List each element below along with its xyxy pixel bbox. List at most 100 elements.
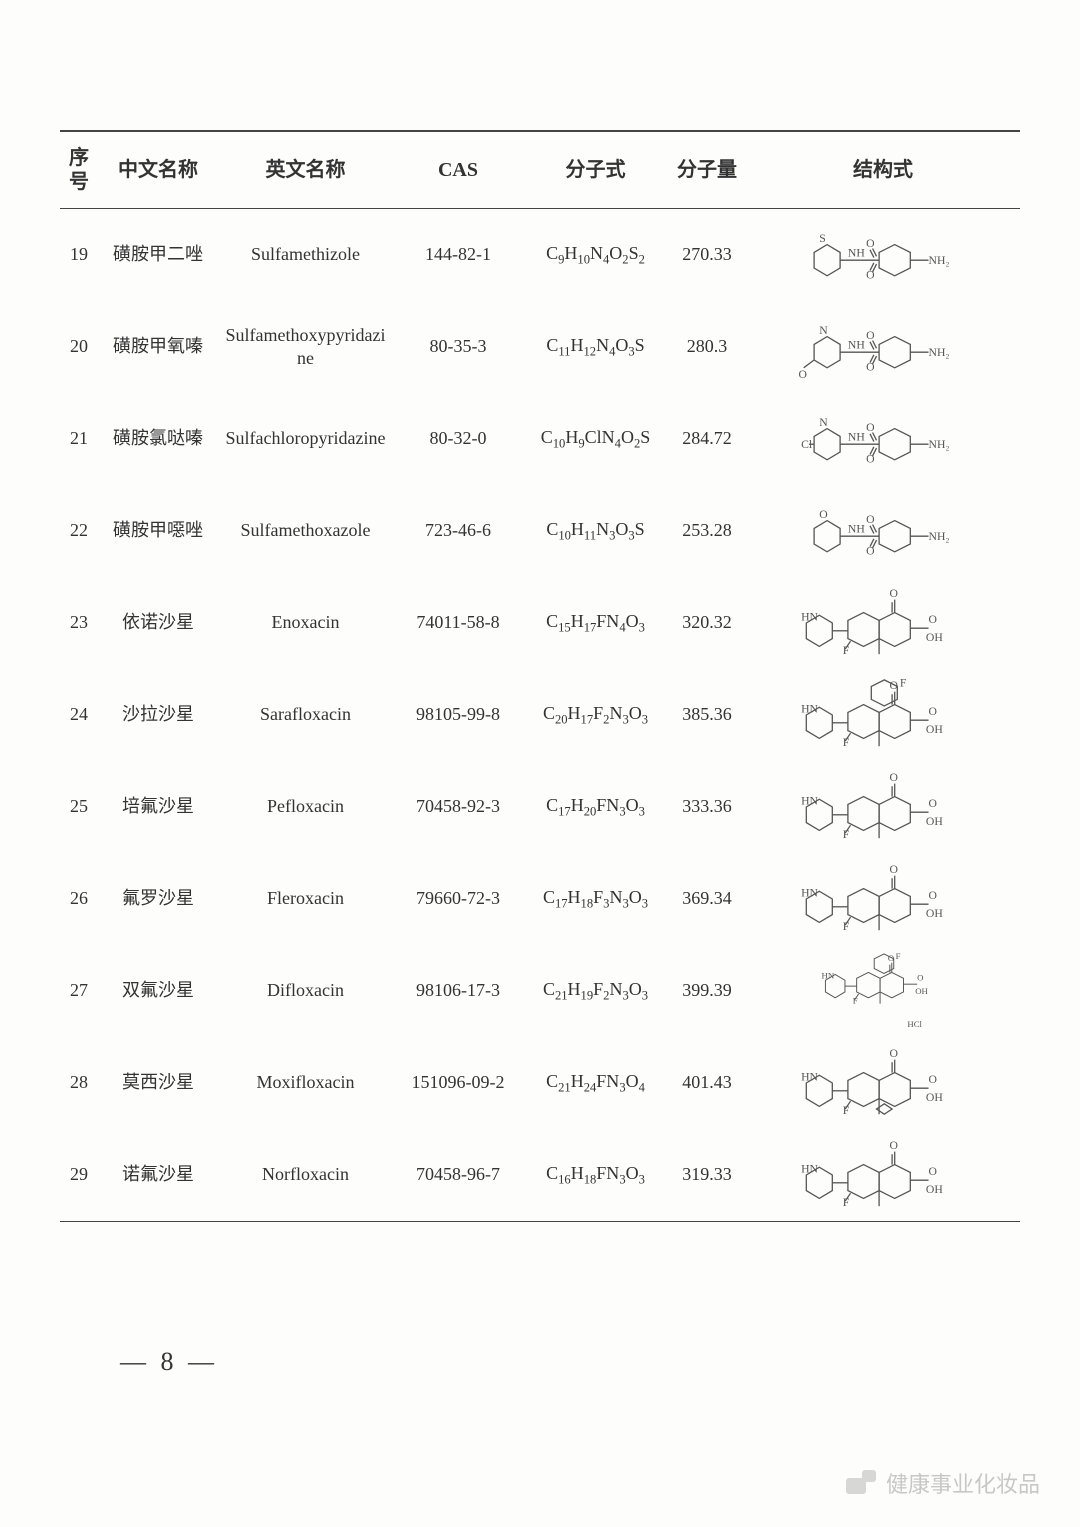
cell-mw: 284.72: [668, 393, 746, 485]
svg-text:F: F: [843, 828, 850, 841]
cell-formula: C15H17FN4O3: [523, 577, 668, 669]
cell-seq: 24: [60, 669, 98, 761]
cell-en: Norfloxacin: [218, 1129, 393, 1222]
cell-mw: 401.43: [668, 1037, 746, 1129]
cell-seq: 26: [60, 853, 98, 945]
cell-mw: 385.36: [668, 669, 746, 761]
cell-en: Pefloxacin: [218, 761, 393, 853]
cell-en: Moxifloxacin: [218, 1037, 393, 1129]
cell-formula: C17H20FN3O3: [523, 761, 668, 853]
structure-icon: NH O O NH₂ Cl N: [750, 399, 1016, 479]
structure-icon: HN O O OH F: [750, 1135, 1016, 1215]
cell-formula: C9H10N4O2S2: [523, 209, 668, 302]
cell-seq: 20: [60, 301, 98, 393]
cell-seq: 28: [60, 1037, 98, 1129]
svg-text:O: O: [890, 1139, 898, 1152]
cell-en: Fleroxacin: [218, 853, 393, 945]
cell-mw: 319.33: [668, 1129, 746, 1222]
cell-cas: 70458-96-7: [393, 1129, 523, 1222]
svg-text:O: O: [929, 889, 937, 902]
svg-text:O: O: [890, 771, 898, 784]
structure-icon: HN O O OH F F: [750, 675, 1016, 755]
cell-formula: C10H11N3O3S: [523, 485, 668, 577]
cell-cn: 培氟沙星: [98, 761, 218, 853]
table-row: 26 氟罗沙星 Fleroxacin 79660-72-3 C17H18F3N3…: [60, 853, 1020, 945]
svg-text:O: O: [799, 368, 807, 381]
cell-en: Sarafloxacin: [218, 669, 393, 761]
table-row: 20 磺胺甲氧嗪 Sulfamethoxypyridazine 80-35-3 …: [60, 301, 1020, 393]
svg-text:NH₂: NH₂: [929, 530, 950, 543]
table-row: 24 沙拉沙星 Sarafloxacin 98105-99-8 C20H17F2…: [60, 669, 1020, 761]
svg-text:O: O: [890, 587, 898, 600]
structure-icon: NH O O NH₂ O N: [750, 307, 1016, 387]
structure-icon: NH O O NH₂ S: [750, 215, 1016, 295]
svg-text:NH: NH: [848, 522, 865, 535]
cell-struct: HN O O OH F F: [746, 669, 1020, 761]
cell-cn: 沙拉沙星: [98, 669, 218, 761]
cell-cn: 莫西沙星: [98, 1037, 218, 1129]
svg-text:NH: NH: [848, 246, 865, 259]
cell-seq: 22: [60, 485, 98, 577]
svg-text:O: O: [890, 863, 898, 876]
table-row: 29 诺氟沙星 Norfloxacin 70458-96-7 C16H18FN3…: [60, 1129, 1020, 1222]
svg-text:HCl: HCl: [907, 1019, 922, 1029]
cell-formula: C11H12N4O3S: [523, 301, 668, 393]
table-row: 21 磺胺氯哒嗪 Sulfachloropyridazine 80-32-0 C…: [60, 393, 1020, 485]
watermark: 健康事业化妆品: [846, 1467, 1040, 1499]
table-row: 23 依诺沙星 Enoxacin 74011-58-8 C15H17FN4O3 …: [60, 577, 1020, 669]
cell-struct: NH O O NH₂ O N: [746, 301, 1020, 393]
cell-mw: 320.32: [668, 577, 746, 669]
cell-seq: 23: [60, 577, 98, 669]
cell-struct: HN O O OH F: [746, 577, 1020, 669]
svg-text:O: O: [866, 513, 874, 526]
table-row: 28 莫西沙星 Moxifloxacin 151096-09-2 C21H24F…: [60, 1037, 1020, 1129]
cell-en: Sulfachloropyridazine: [218, 393, 393, 485]
cell-mw: 333.36: [668, 761, 746, 853]
cell-seq: 19: [60, 209, 98, 302]
cell-cn: 氟罗沙星: [98, 853, 218, 945]
cell-mw: 253.28: [668, 485, 746, 577]
table-body: 19 磺胺甲二唑 Sulfamethizole 144-82-1 C9H10N4…: [60, 209, 1020, 1222]
cell-cn: 磺胺甲噁唑: [98, 485, 218, 577]
cell-struct: NH O O NH₂ Cl N: [746, 393, 1020, 485]
cell-en: Sulfamethoxypyridazine: [218, 301, 393, 393]
svg-text:OH: OH: [926, 631, 943, 644]
svg-text:O: O: [866, 329, 874, 342]
cell-mw: 399.39: [668, 945, 746, 1037]
svg-text:O: O: [929, 1165, 937, 1178]
svg-text:O: O: [929, 705, 937, 718]
cell-formula: C17H18F3N3O3: [523, 853, 668, 945]
cell-en: Difloxacin: [218, 945, 393, 1037]
cell-seq: 21: [60, 393, 98, 485]
cell-en: Sulfamethizole: [218, 209, 393, 302]
table-row: 22 磺胺甲噁唑 Sulfamethoxazole 723-46-6 C10H1…: [60, 485, 1020, 577]
svg-text:F: F: [843, 736, 850, 749]
cell-formula: C21H24FN3O4: [523, 1037, 668, 1129]
cell-struct: HN O O OH F: [746, 1129, 1020, 1222]
table-row: 25 培氟沙星 Pefloxacin 70458-92-3 C17H20FN3O…: [60, 761, 1020, 853]
svg-text:HN: HN: [801, 794, 818, 807]
cell-mw: 280.3: [668, 301, 746, 393]
svg-text:F: F: [900, 676, 907, 689]
table-row: 27 双氟沙星 Difloxacin 98106-17-3 C21H19F2N3…: [60, 945, 1020, 1037]
svg-text:F: F: [843, 644, 850, 657]
svg-text:O: O: [866, 237, 874, 250]
svg-text:OH: OH: [915, 986, 928, 996]
svg-text:NH: NH: [848, 338, 865, 351]
structure-icon: HN O O OH F: [750, 859, 1016, 939]
cell-seq: 27: [60, 945, 98, 1037]
col-header-struct: 结构式: [746, 131, 1020, 209]
cell-cn: 诺氟沙星: [98, 1129, 218, 1222]
svg-text:NH: NH: [848, 430, 865, 443]
svg-text:O: O: [866, 421, 874, 434]
cell-formula: C10H9ClN4O2S: [523, 393, 668, 485]
cell-formula: C21H19F2N3O3: [523, 945, 668, 1037]
cell-cas: 98105-99-8: [393, 669, 523, 761]
wechat-icon: [846, 1470, 876, 1496]
cell-formula: C20H17F2N3O3: [523, 669, 668, 761]
svg-text:OH: OH: [926, 1183, 943, 1196]
svg-text:F: F: [843, 1196, 850, 1209]
cell-cas: 98106-17-3: [393, 945, 523, 1037]
svg-text:NH₂: NH₂: [929, 254, 950, 267]
cell-cas: 74011-58-8: [393, 577, 523, 669]
